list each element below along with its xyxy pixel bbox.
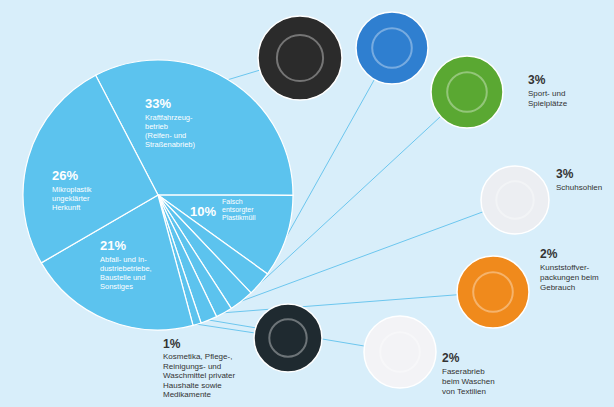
- value-label: 2%: [442, 351, 460, 365]
- photo: [356, 12, 428, 84]
- labels: 33% Kraftfahrzeug-betrieb(Reifen- undStra…: [52, 73, 602, 399]
- category-label: Schuhsohlen: [556, 183, 602, 192]
- category-label: Mikroplastik: [52, 185, 92, 194]
- category-label: Falsch: [222, 198, 243, 205]
- category-label: Gebrauch: [540, 283, 575, 292]
- photo: [254, 304, 322, 372]
- pie-slice: [23, 75, 158, 263]
- photo: [457, 256, 529, 328]
- photo-detail: [277, 35, 323, 81]
- chart: 33% Kraftfahrzeug-betrieb(Reifen- undStra…: [0, 0, 614, 407]
- value-label: 2%: [540, 247, 558, 261]
- value-label: 1%: [163, 337, 181, 351]
- category-label: Baustelle und: [100, 273, 145, 282]
- category-label: dustriebetriebe,: [100, 264, 152, 273]
- category-label: entsorgter: [222, 206, 254, 214]
- value-label: 26%: [52, 168, 78, 183]
- leader-line: [224, 292, 493, 313]
- category-label: Kraftfahrzeug-: [145, 113, 193, 122]
- category-label: Kosmetika, Pflege-,: [163, 352, 232, 361]
- category-label: packungen beim: [540, 273, 599, 282]
- value-label: 3%: [528, 73, 546, 87]
- photo-detail: [473, 272, 513, 312]
- category-label: Herkunft: [52, 203, 81, 212]
- background: [0, 0, 614, 407]
- category-label: Abfall- und In-: [100, 255, 147, 264]
- category-label: (Reifen- und: [145, 131, 186, 140]
- photo: [364, 316, 436, 388]
- photo-detail: [269, 319, 306, 356]
- category-label: Plastikmüll: [222, 214, 256, 221]
- value-label: 21%: [100, 238, 126, 253]
- value-label: 3%: [556, 167, 574, 181]
- category-label: Straßenabrieb): [145, 140, 196, 149]
- category-label: Sport- und: [528, 89, 565, 98]
- category-label: Faserabrieb: [442, 367, 485, 376]
- category-label: Medikamente: [163, 390, 212, 399]
- category-label: beim Waschen: [442, 377, 495, 386]
- images: [254, 12, 549, 388]
- photo-detail: [447, 72, 487, 112]
- pie: [23, 60, 293, 330]
- photo: [431, 56, 503, 128]
- photo-detail: [372, 28, 412, 68]
- category-label: Spielplätze: [528, 99, 568, 108]
- category-label: Haushalte sowie: [163, 381, 222, 390]
- photo-detail: [380, 332, 420, 372]
- photo-detail: [496, 181, 533, 218]
- category-label: Kunststoffver-: [540, 263, 590, 272]
- category-label: Waschmittel privater: [163, 371, 236, 380]
- category-label: betrieb: [145, 122, 168, 131]
- photo: [481, 166, 549, 234]
- value-label: 10%: [190, 204, 216, 219]
- value-label: 33%: [145, 96, 171, 111]
- category-label: von Textilien: [442, 387, 486, 396]
- category-label: ungeklärter: [52, 194, 90, 203]
- category-label: Sonstiges: [100, 282, 133, 291]
- photo: [258, 16, 342, 100]
- category-label: Reinigungs- und: [163, 362, 221, 371]
